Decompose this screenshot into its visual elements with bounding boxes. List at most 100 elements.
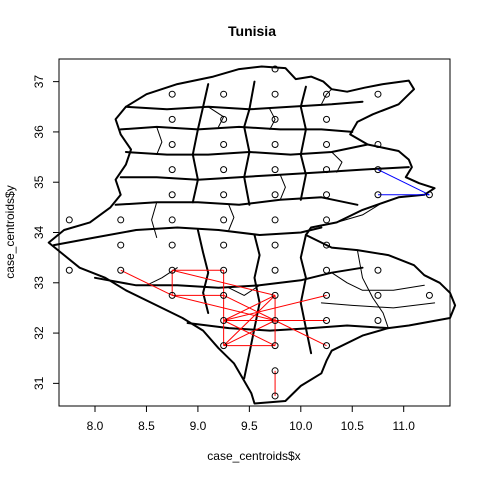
district-border (331, 272, 425, 291)
region-border (191, 83, 210, 204)
centroid-point (374, 317, 382, 325)
centroid-point (117, 241, 125, 249)
district-border (269, 108, 276, 130)
y-tick-label: 36 (32, 125, 46, 139)
centroid-point (323, 191, 331, 199)
centroid-point (220, 140, 228, 148)
region-border (124, 143, 369, 156)
y-tick-label: 33 (32, 276, 46, 290)
centroid-point (271, 392, 279, 400)
centroid-point (271, 241, 279, 249)
district-border (151, 201, 158, 238)
centroid-point (220, 291, 228, 299)
centroid-point (168, 140, 176, 148)
centroid-point (271, 367, 279, 375)
centroid-point (374, 191, 382, 199)
centroid-point (271, 266, 279, 274)
region-border (114, 196, 359, 206)
centroid-layer (65, 65, 433, 400)
centroid-point (271, 140, 279, 148)
district-border (228, 284, 261, 296)
centroid-point (323, 291, 331, 299)
region-border (196, 229, 210, 314)
edge-line (377, 169, 430, 196)
x-tick-label: 10.5 (341, 419, 365, 433)
region-border (299, 85, 307, 201)
centroid-point (168, 90, 176, 98)
centroid-point (374, 266, 382, 274)
centroid-point (117, 216, 125, 224)
centroid-point (168, 291, 176, 299)
edge-line (274, 320, 327, 347)
centroid-point (117, 266, 125, 274)
centroid-point (220, 115, 228, 123)
centroid-point (323, 166, 331, 174)
region-border (52, 226, 323, 247)
y-tick-label: 32 (32, 326, 46, 340)
centroid-point (323, 317, 331, 325)
centroid-point (271, 115, 279, 123)
centroid-point (425, 291, 433, 299)
region-border (119, 125, 354, 133)
centroid-point (323, 216, 331, 224)
centroid-point (168, 216, 176, 224)
district-border (336, 196, 400, 223)
edge-line (223, 320, 276, 347)
centroid-point (271, 166, 279, 174)
y-axis-label: case_centroids$y (3, 185, 17, 278)
centroid-point (323, 241, 331, 249)
region-border (119, 166, 410, 181)
centroid-point (271, 291, 279, 299)
centroid-point (271, 65, 279, 73)
x-axis: 8.0 8.5 9.0 9.5 10.0 10.5 11.0 (87, 406, 415, 433)
y-tick-label: 34 (32, 226, 46, 240)
district-border (228, 204, 235, 231)
centroid-point (271, 342, 279, 350)
centroid-point (65, 266, 73, 274)
centroid-point (323, 115, 331, 123)
region-border (243, 80, 256, 206)
x-tick-label: 8.5 (138, 419, 155, 433)
centroid-point (220, 266, 228, 274)
centroid-point (220, 317, 228, 325)
chart-title: Tunisia (228, 23, 276, 39)
centroid-point (168, 191, 176, 199)
y-tick-label: 37 (32, 75, 46, 89)
centroid-point (323, 140, 331, 148)
centroid-point (220, 191, 228, 199)
region-border (124, 100, 364, 111)
centroid-point (271, 216, 279, 224)
centroid-point (271, 90, 279, 98)
x-tick-label: 9.5 (241, 419, 258, 433)
centroid-point (374, 140, 382, 148)
district-border (356, 249, 389, 329)
centroid-point (220, 342, 228, 350)
edge-line (223, 294, 276, 321)
centroid-point (271, 317, 279, 325)
region-border (186, 322, 390, 332)
district-border (156, 126, 163, 156)
region-border (299, 234, 313, 355)
district-border (320, 88, 333, 105)
centroid-point (168, 115, 176, 123)
centroid-point (65, 216, 73, 224)
district-border (320, 302, 436, 309)
centroid-point (168, 266, 176, 274)
centroid-point (323, 90, 331, 98)
district-border (331, 151, 343, 173)
edge-layer (120, 169, 430, 396)
centroid-point (168, 166, 176, 174)
centroid-point (271, 191, 279, 199)
map-outline (47, 65, 457, 405)
centroid-point (374, 90, 382, 98)
x-tick-label: 11.0 (392, 419, 415, 433)
x-tick-label: 8.0 (87, 419, 104, 433)
edge-line (120, 269, 173, 296)
y-tick-label: 31 (32, 376, 46, 390)
centroid-point (168, 241, 176, 249)
centroid-point (220, 90, 228, 98)
x-tick-label: 10.0 (289, 419, 313, 433)
centroid-point (220, 166, 228, 174)
centroid-point (425, 191, 433, 199)
